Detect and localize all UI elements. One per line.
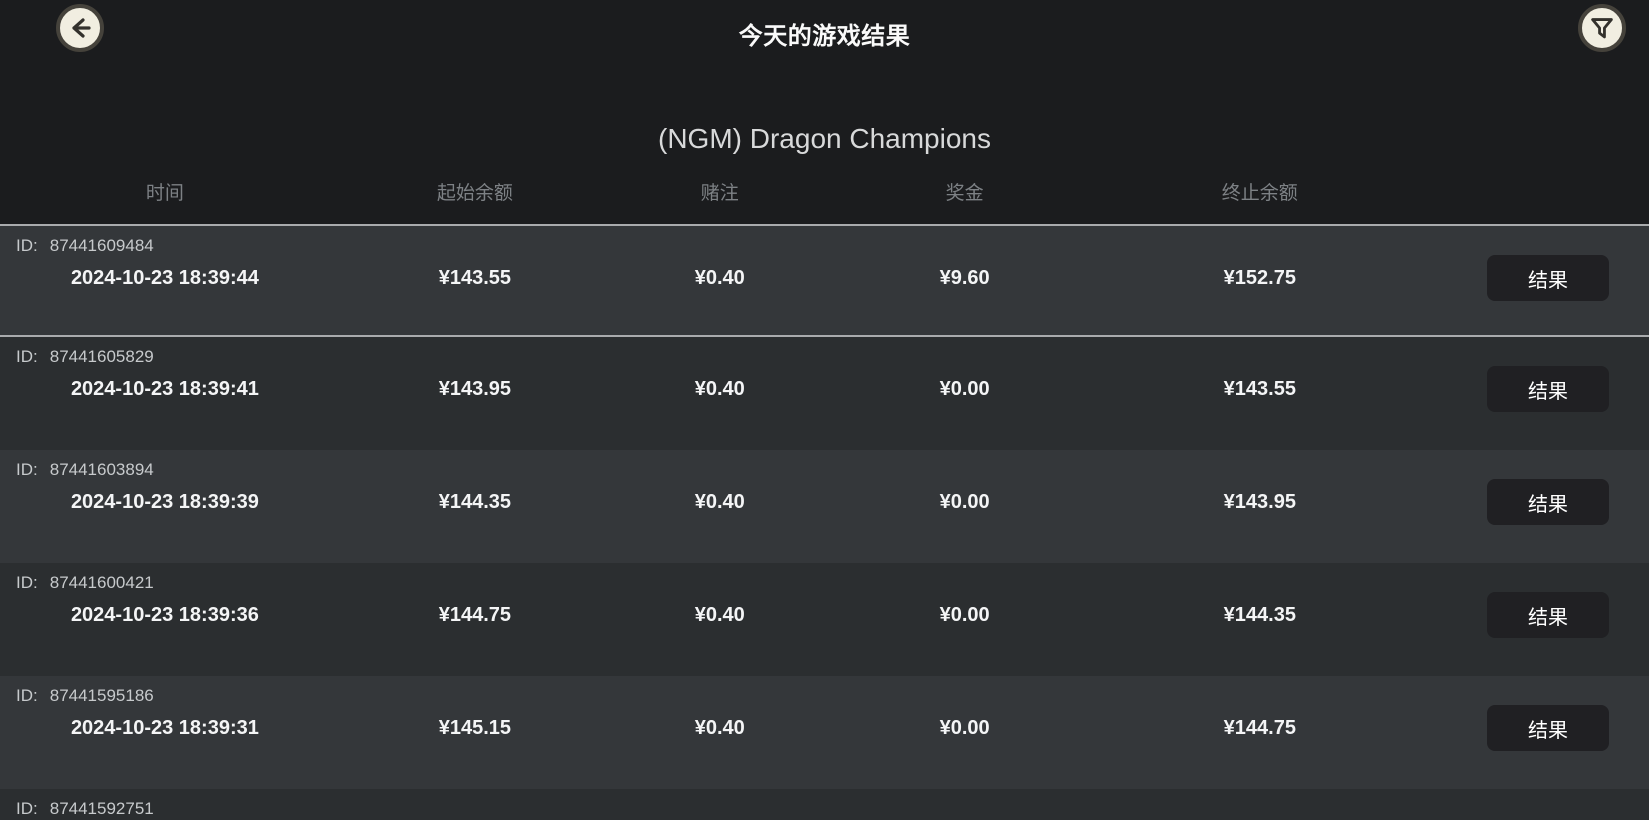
row-time: 2024-10-23 18:39:36: [70, 603, 259, 626]
row-id-label: ID:: [16, 460, 38, 479]
row-end-balance: ¥144.75: [1223, 716, 1296, 739]
row-bet: ¥0.40: [694, 266, 745, 289]
row-bet: ¥0.40: [694, 490, 745, 513]
row-bet: ¥0.40: [694, 603, 745, 626]
column-headers: 时间 起始余额 赌注 奖金 终止余额: [0, 178, 1649, 204]
result-button[interactable]: 结果: [1486, 592, 1609, 638]
row-end-balance: ¥152.75: [1223, 266, 1296, 289]
row-time: 2024-10-23 18:39:44: [70, 266, 259, 289]
game-title: (NGM) Dragon Champions: [658, 123, 991, 154]
column-header-start-balance: 起始余额: [436, 182, 513, 204]
row-id: ID: 87441600421: [16, 573, 154, 593]
funnel-filter-icon: [1587, 13, 1617, 43]
row-end-balance: ¥143.55: [1223, 377, 1296, 400]
page-title: 今天的游戏结果: [738, 23, 911, 50]
row-prize: ¥0.00: [939, 490, 990, 513]
row-end-balance: ¥143.95: [1223, 490, 1296, 513]
table-row: ID: 87441603894 2024-10-23 18:39:39 ¥144.…: [0, 450, 1649, 563]
column-header-prize: 奖金: [945, 182, 984, 204]
row-prize: ¥9.60: [939, 266, 990, 289]
row-id: ID: 87441609484: [16, 236, 154, 256]
row-id-label: ID:: [16, 573, 38, 592]
row-bet: ¥0.40: [694, 377, 745, 400]
table-row: ID: 87441605829 2024-10-23 18:39:41 ¥143.…: [0, 337, 1649, 450]
row-id-value: 87441609484: [49, 236, 154, 255]
row-end-balance: ¥144.35: [1223, 603, 1296, 626]
row-id-value: 87441595186: [49, 686, 154, 705]
row-start-balance: ¥143.55: [438, 266, 512, 289]
results-list[interactable]: ID: 87441609484 2024-10-23 18:39:44 ¥143.…: [0, 224, 1649, 820]
result-button[interactable]: 结果: [1486, 255, 1609, 301]
row-start-balance: ¥145.15: [438, 716, 512, 739]
row-id-value: 87441600421: [49, 573, 154, 592]
row-bet: ¥0.40: [694, 716, 745, 739]
table-row: ID: 87441595186 2024-10-23 18:39:31 ¥145.…: [0, 676, 1649, 789]
row-prize: ¥0.00: [939, 603, 990, 626]
back-button[interactable]: [56, 4, 104, 52]
table-row: ID: 87441600421 2024-10-23 18:39:36 ¥144.…: [0, 563, 1649, 676]
row-id: ID: 87441592751: [16, 799, 154, 819]
row-time: 2024-10-23 18:39:41: [70, 377, 259, 400]
row-id-value: 87441605829: [49, 347, 154, 366]
row-id-label: ID:: [16, 799, 38, 818]
column-header-bet: 赌注: [700, 182, 739, 204]
row-time: 2024-10-23 18:39:39: [70, 490, 259, 513]
result-button[interactable]: 结果: [1486, 479, 1609, 525]
row-time: 2024-10-23 18:39:31: [70, 716, 259, 739]
row-id: ID: 87441595186: [16, 686, 154, 706]
row-prize: ¥0.00: [939, 377, 990, 400]
result-button[interactable]: 结果: [1486, 705, 1609, 751]
top-bar: 今天的游戏结果: [0, 0, 1649, 64]
row-id-label: ID:: [16, 686, 38, 705]
row-start-balance: ¥144.35: [438, 490, 512, 513]
row-prize: ¥0.00: [939, 716, 990, 739]
row-start-balance: ¥144.75: [438, 603, 512, 626]
row-start-balance: ¥143.95: [438, 377, 512, 400]
table-row: ID:87441592751 结果: [0, 789, 1649, 820]
row-id: ID: 87441605829: [16, 347, 154, 367]
table-row: ID: 87441609484 2024-10-23 18:39:44 ¥143.…: [0, 224, 1649, 337]
row-id: ID: 87441603894: [16, 460, 154, 480]
filter-button[interactable]: [1578, 4, 1626, 52]
result-button[interactable]: 结果: [1486, 366, 1609, 412]
row-id-label: ID:: [16, 347, 38, 366]
column-header-end-balance: 终止余额: [1221, 182, 1298, 204]
row-id-value: 87441603894: [49, 460, 154, 479]
column-header-time: 时间: [145, 182, 184, 204]
row-id-value: 87441592751: [49, 799, 154, 818]
row-id-label: ID:: [16, 236, 38, 255]
back-arrow-icon: [66, 14, 94, 42]
